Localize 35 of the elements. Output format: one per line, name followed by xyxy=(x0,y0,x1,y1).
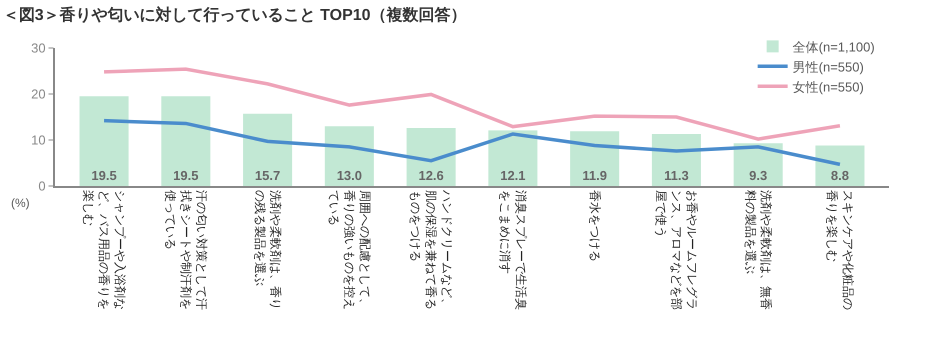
data-label: 12.1 xyxy=(500,168,526,183)
bar xyxy=(80,96,129,186)
legend-label: 全体(n=1,100) xyxy=(792,39,875,54)
legend-label: 男性(n=550) xyxy=(792,59,864,74)
chart-title: ＜図3＞香りや匂いに対して行っていること TOP10（複数回答） xyxy=(2,4,467,24)
data-label: 13.0 xyxy=(336,168,362,183)
x-tick-label: 周囲への配慮として、香りの強いものを控えている xyxy=(326,190,372,310)
x-tick-label: 香水をつける xyxy=(588,190,602,262)
bar xyxy=(324,126,374,186)
x-tick-label: 消臭スプレーで生活臭をこまめに消す xyxy=(498,190,528,310)
x-tick-label: 洗剤や柔軟剤は、無香料の製品を選ぶ xyxy=(743,190,774,310)
data-label: 19.5 xyxy=(91,168,117,183)
data-label: 12.6 xyxy=(418,168,444,183)
x-tick-label: 汗の匂い対策として汗拭きシートや制汗剤を使っている xyxy=(163,190,209,310)
y-tick-label: 0 xyxy=(38,178,46,194)
y-tick-label: 10 xyxy=(31,132,46,148)
bar xyxy=(243,114,292,186)
data-label: 9.3 xyxy=(749,168,768,183)
data-label: 8.8 xyxy=(830,168,849,183)
data-label: 19.5 xyxy=(173,168,198,183)
bar xyxy=(161,96,210,186)
y-tick-label: 30 xyxy=(31,40,46,56)
data-label: 11.3 xyxy=(664,168,689,183)
x-tick-label: シャンプーや入浴剤など、バス用品の香りを楽しむ xyxy=(82,190,127,310)
x-tick-label: スキンケアや化粧品の香りを楽しむ xyxy=(825,190,855,310)
x-tick-label: 洗剤や柔軟剤は、香りの残る製品を選ぶ xyxy=(252,190,282,310)
x-tick-label: お香やルームフレグランス、アロマなどを部屋で使う xyxy=(654,190,700,310)
data-label: 11.9 xyxy=(582,168,607,183)
data-label: 15.7 xyxy=(254,168,280,183)
y-axis-title: (%) xyxy=(11,196,30,210)
x-tick-label: ハンドクリームなど、肌の保湿を兼ねて香るものをつける xyxy=(408,189,454,310)
y-tick-label: 20 xyxy=(31,86,46,102)
line-series xyxy=(102,118,842,166)
legend-label: 女性(n=550) xyxy=(792,79,864,94)
bar xyxy=(815,146,864,186)
